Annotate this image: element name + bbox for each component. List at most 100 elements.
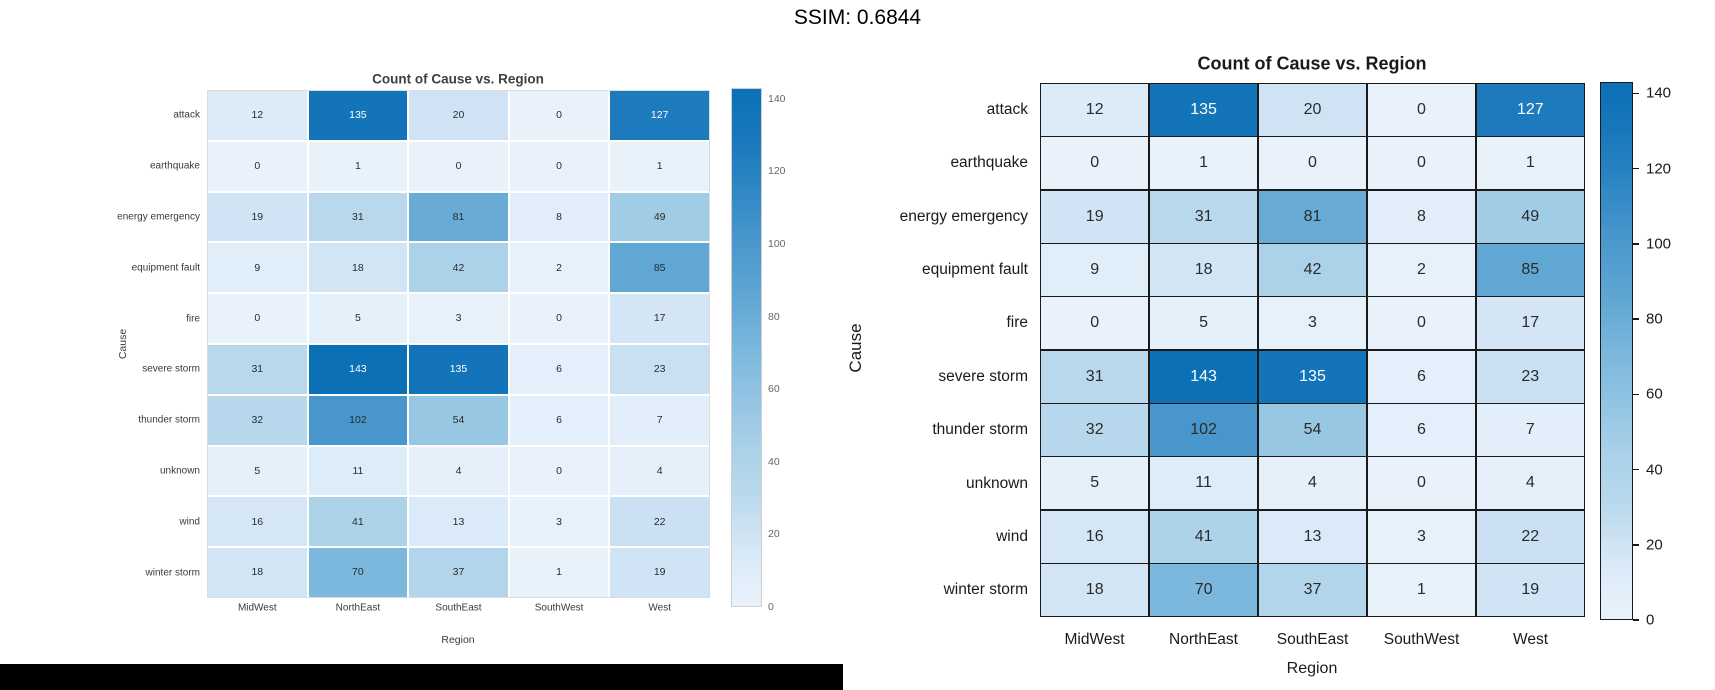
heatmap-cell: 3 bbox=[409, 294, 508, 343]
colorbar-tick-label: 120 bbox=[768, 165, 786, 178]
col-label: SouthWest bbox=[1383, 631, 1460, 648]
heatmap-cell: 135 bbox=[409, 344, 508, 394]
colorbar-tick-mark bbox=[1633, 243, 1639, 245]
left-heatmap-grid: 12 135 20 0 127 0 1 0 0 1 19 31 81 8 49 9 18 42 2 85 0 5 3 0 17 3… bbox=[207, 90, 710, 598]
heatmap-cell: 0 bbox=[1367, 297, 1476, 350]
heatmap-cell: 12 bbox=[1041, 84, 1149, 136]
col-label: NorthEast bbox=[1169, 631, 1238, 648]
col-label: MidWest bbox=[1064, 631, 1125, 648]
heatmap-cell: 13 bbox=[409, 497, 508, 547]
colorbar-tick-mark bbox=[1633, 544, 1639, 546]
heatmap-cell: 5 bbox=[208, 446, 307, 496]
heatmap-cell: 3 bbox=[1367, 510, 1476, 563]
heatmap-cell: 0 bbox=[509, 91, 609, 140]
heatmap-cell: 5 bbox=[1041, 457, 1149, 510]
row-label: severe storm bbox=[142, 363, 200, 375]
heatmap-cell: 12 bbox=[208, 91, 307, 140]
heatmap-cell: 1 bbox=[308, 141, 408, 191]
heatmap-cell: 127 bbox=[1476, 84, 1584, 136]
heatmap-cell: 0 bbox=[1258, 137, 1367, 190]
heatmap-cell: 49 bbox=[1476, 190, 1584, 243]
row-label: thunder storm bbox=[138, 414, 200, 426]
heatmap-cell: 0 bbox=[208, 141, 307, 191]
heatmap-cell: 102 bbox=[308, 395, 408, 445]
colorbar-tick-label: 100 bbox=[1646, 235, 1672, 253]
heatmap-cell: 0 bbox=[509, 294, 609, 343]
heatmap-cell: 32 bbox=[208, 395, 307, 445]
heatmap-cell: 31 bbox=[208, 344, 307, 394]
colorbar-tick-label: 40 bbox=[1646, 461, 1663, 478]
colorbar-tick-label: 140 bbox=[1646, 84, 1672, 102]
colorbar-tick-mark bbox=[1633, 468, 1639, 471]
black-bar bbox=[0, 664, 843, 690]
row-label: attack bbox=[173, 109, 200, 121]
heatmap-cell: 18 bbox=[1041, 564, 1149, 616]
heatmap-cell: 19 bbox=[208, 192, 307, 242]
heatmap-cell: 19 bbox=[1476, 564, 1584, 616]
heatmap-cell: 8 bbox=[509, 192, 609, 242]
heatmap-cell: 2 bbox=[509, 243, 609, 293]
right-x-axis-label: Region bbox=[1286, 660, 1338, 677]
right-heatmap-grid: 12 135 20 0 127 0 1 0 0 1 19 31 81 8 49 9 18 42 2 85 0 5 3 0 17 3… bbox=[1040, 83, 1585, 617]
heatmap-cell: 8 bbox=[1367, 190, 1476, 243]
heatmap-cell: 16 bbox=[208, 497, 307, 547]
colorbar-tick-label: 140 bbox=[768, 92, 786, 105]
colorbar-tick-label: 80 bbox=[1646, 310, 1663, 328]
col-label: West bbox=[648, 602, 671, 614]
heatmap-cell: 31 bbox=[1041, 350, 1149, 403]
right-colorbar bbox=[1600, 82, 1633, 620]
heatmap-cell: 6 bbox=[509, 344, 609, 394]
heatmap-cell: 18 bbox=[208, 548, 307, 597]
heatmap-cell: 6 bbox=[1367, 350, 1476, 403]
heatmap-cell: 127 bbox=[610, 91, 709, 140]
heatmap-cell: 0 bbox=[1041, 137, 1149, 190]
row-label: wind bbox=[179, 516, 200, 528]
heatmap-cell: 0 bbox=[409, 141, 508, 191]
heatmap-cell: 0 bbox=[509, 446, 609, 496]
heatmap-cell: 9 bbox=[1041, 244, 1149, 296]
heatmap-cell: 143 bbox=[308, 344, 408, 394]
row-label: energy emergency bbox=[899, 207, 1028, 225]
colorbar-tick-label: 100 bbox=[768, 238, 786, 251]
right-chart-title: Count of Cause vs. Region bbox=[1197, 53, 1427, 74]
heatmap-cell: 1 bbox=[1367, 564, 1476, 616]
heatmap-cell: 0 bbox=[208, 294, 307, 343]
heatmap-cell: 5 bbox=[1149, 297, 1258, 350]
heatmap-cell: 0 bbox=[509, 141, 609, 191]
row-label: fire bbox=[186, 313, 200, 325]
heatmap-cell: 20 bbox=[1258, 84, 1367, 136]
row-label: unknown bbox=[965, 474, 1028, 492]
heatmap-cell: 5 bbox=[308, 294, 408, 343]
heatmap-cell: 17 bbox=[1476, 297, 1584, 350]
right-y-axis-label: Cause bbox=[846, 323, 865, 373]
heatmap-cell: 0 bbox=[1367, 457, 1476, 510]
colorbar-tick-mark bbox=[1633, 393, 1639, 396]
colorbar-tick-label: 80 bbox=[768, 310, 780, 323]
col-label: SouthEast bbox=[435, 602, 482, 614]
heatmap-cell: 1 bbox=[610, 141, 709, 191]
heatmap-cell: 11 bbox=[308, 446, 408, 496]
heatmap-cell: 135 bbox=[1258, 350, 1367, 403]
heatmap-cell: 81 bbox=[409, 192, 508, 242]
heatmap-cell: 85 bbox=[610, 243, 709, 293]
row-label: severe storm bbox=[938, 367, 1028, 385]
heatmap-cell: 54 bbox=[409, 395, 508, 445]
left-chart-title: Count of Cause vs. Region bbox=[372, 71, 544, 87]
heatmap-cell: 42 bbox=[1258, 244, 1367, 296]
heatmap-cell: 18 bbox=[308, 243, 408, 293]
row-label: equipment fault bbox=[131, 262, 200, 274]
colorbar-tick-label: 40 bbox=[768, 455, 780, 468]
heatmap-cell: 31 bbox=[1149, 190, 1258, 243]
row-label: equipment fault bbox=[922, 260, 1028, 278]
row-label: thunder storm bbox=[932, 421, 1028, 439]
col-label: SouthWest bbox=[534, 602, 584, 614]
heatmap-cell: 54 bbox=[1258, 404, 1367, 456]
row-label: fire bbox=[1006, 314, 1028, 332]
left-colorbar bbox=[731, 88, 762, 607]
heatmap-cell: 7 bbox=[610, 395, 709, 445]
heatmap-cell: 7 bbox=[1476, 404, 1584, 456]
colorbar-tick-label: 20 bbox=[768, 528, 780, 541]
heatmap-cell: 13 bbox=[1258, 510, 1367, 563]
heatmap-cell: 3 bbox=[509, 497, 609, 547]
colorbar-tick-label: 120 bbox=[1646, 160, 1672, 178]
